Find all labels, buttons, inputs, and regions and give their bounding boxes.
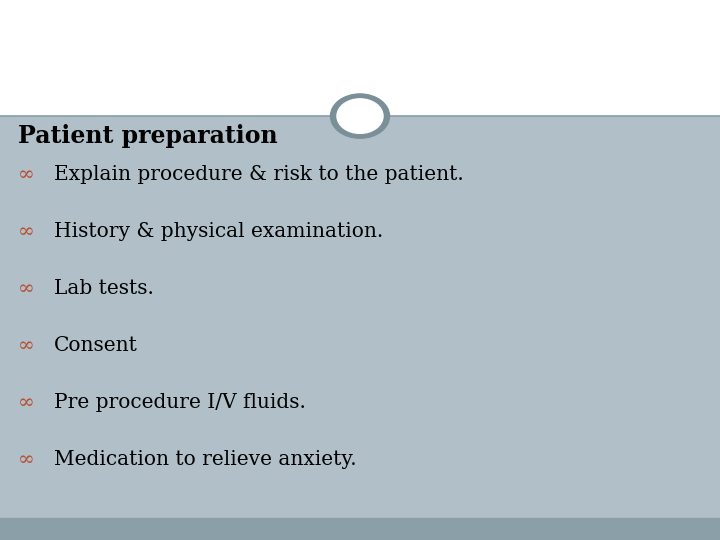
Text: Patient preparation: Patient preparation xyxy=(18,124,278,148)
Bar xyxy=(0,518,720,540)
Text: Explain procedure & risk to the patient.: Explain procedure & risk to the patient. xyxy=(54,165,464,184)
Text: Consent: Consent xyxy=(54,336,138,355)
Text: ∞: ∞ xyxy=(18,393,35,413)
Text: Pre procedure I/V fluids.: Pre procedure I/V fluids. xyxy=(54,393,306,413)
Text: ∞: ∞ xyxy=(18,279,35,298)
Bar xyxy=(0,116,720,518)
Bar xyxy=(0,0,720,116)
Text: History & physical examination.: History & physical examination. xyxy=(54,222,383,241)
Text: Lab tests.: Lab tests. xyxy=(54,279,154,298)
Text: ∞: ∞ xyxy=(18,222,35,241)
Circle shape xyxy=(330,94,390,138)
Text: ∞: ∞ xyxy=(18,165,35,184)
Circle shape xyxy=(337,99,383,133)
Text: Medication to relieve anxiety.: Medication to relieve anxiety. xyxy=(54,450,356,469)
Text: ∞: ∞ xyxy=(18,450,35,469)
Text: ∞: ∞ xyxy=(18,336,35,355)
